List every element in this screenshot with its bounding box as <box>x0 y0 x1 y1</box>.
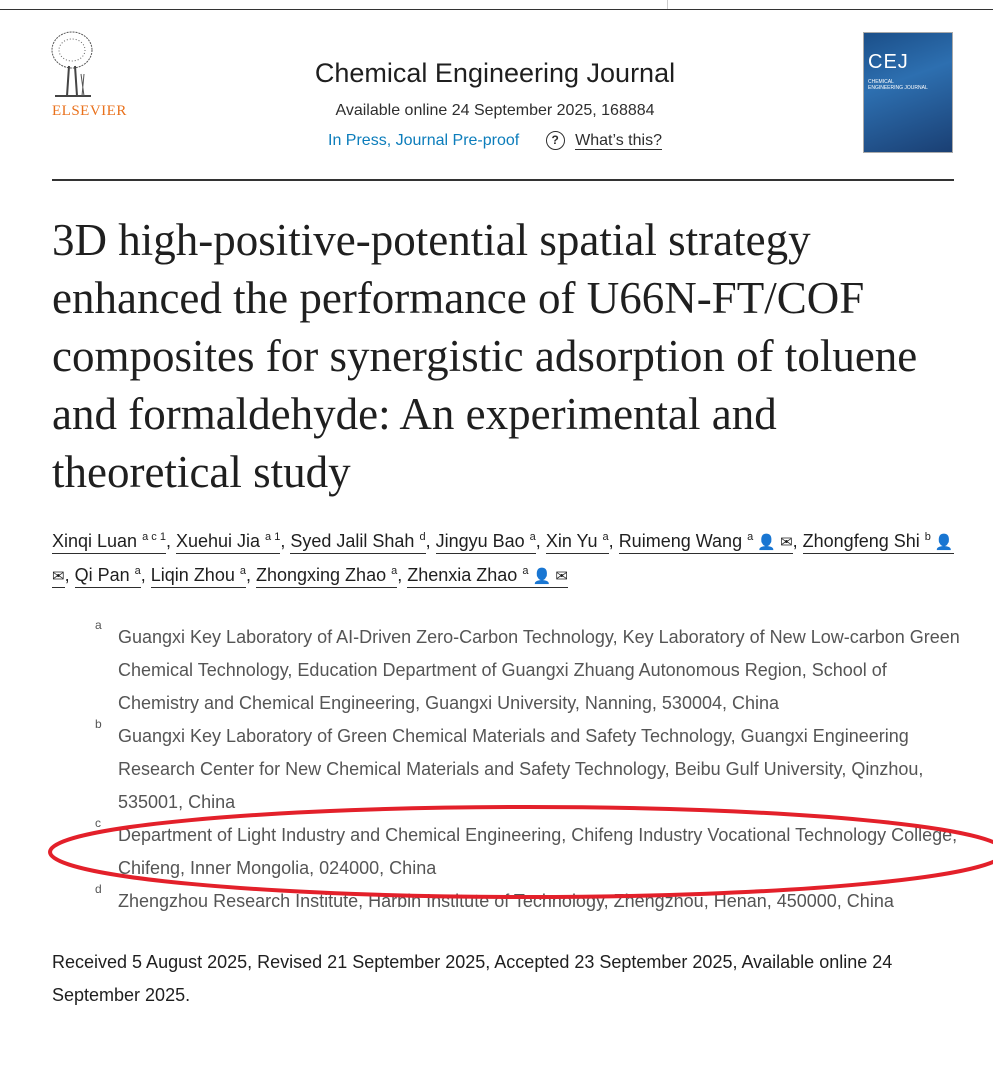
journal-availability: Available online 24 September 2025, 1688… <box>335 102 655 119</box>
article-title: 3D high-positive-potential spatial strat… <box>52 215 918 497</box>
author-name: Xuehui Jia <box>175 531 261 551</box>
author-affiliation-sup: a <box>529 531 536 543</box>
author-link[interactable]: Qi Pan a <box>74 565 141 588</box>
affiliation-label: a <box>95 618 102 632</box>
author-affiliation-sup: a <box>391 565 398 577</box>
author-affiliation-sup: a <box>134 565 141 577</box>
separator: , <box>608 531 619 551</box>
affiliation-d: d Zhengzhou Research Institute, Harbin In… <box>95 882 960 918</box>
author-affiliation-sup: d <box>419 531 426 543</box>
author-affiliation-sup: a c 1 <box>142 531 166 543</box>
author-name: Xin Yu <box>545 531 598 551</box>
separator: , <box>165 531 176 551</box>
affiliation-c: c Department of Light Industry and Chemic… <box>95 816 960 885</box>
affiliation-label: c <box>95 816 101 830</box>
author-list: Xinqi Luan a c 1, Xuehui Jia a 1, Syed J… <box>52 525 957 593</box>
separator: , <box>397 565 408 585</box>
affiliation-text: Zhengzhou Research Institute, Harbin Ins… <box>118 891 894 911</box>
cover-subtitle: CHEMICAL ENGINEERING JOURNAL <box>868 79 928 91</box>
author-link[interactable]: Zhongfeng Shi b 👤 ✉ <box>52 531 954 588</box>
author-name: Xinqi Luan <box>52 531 138 551</box>
author-name: Zhongxing Zhao <box>256 565 387 585</box>
question-circle-icon: ? <box>545 131 565 150</box>
author-name: Zhongfeng Shi <box>802 531 920 551</box>
affiliation-b: b Guangxi Key Laboratory of Green Chemica… <box>95 717 960 819</box>
separator: , <box>245 565 256 585</box>
top-divider <box>0 9 993 10</box>
author-link[interactable]: Zhenxia Zhao a 👤 ✉ <box>407 565 568 588</box>
author-link[interactable]: Liqin Zhou a <box>150 565 246 588</box>
whats-this-link[interactable]: What’s this? <box>575 132 662 150</box>
author-link[interactable]: Xuehui Jia a 1 <box>175 531 281 554</box>
author-name: Ruimeng Wang <box>618 531 743 551</box>
author-link[interactable]: Zhongxing Zhao a <box>256 565 398 588</box>
header-divider <box>52 179 954 181</box>
author-name: Zhenxia Zhao <box>407 565 518 585</box>
elsevier-tree-icon <box>51 31 93 97</box>
person-and-email-icon[interactable]: 👤 ✉ <box>52 534 954 585</box>
separator: , <box>535 531 546 551</box>
article-body: 3D high-positive-potential spatial strat… <box>52 0 960 1022</box>
in-press-link[interactable]: In Press, Journal Pre-proof <box>328 132 520 149</box>
journal-title[interactable]: Chemical Engineering Journal <box>314 58 676 88</box>
affiliation-text: Guangxi Key Laboratory of AI-Driven Zero… <box>118 627 960 713</box>
article-history: Received 5 August 2025, Revised 21 Septe… <box>52 952 893 1005</box>
affiliation-text: Department of Light Industry and Chemica… <box>118 825 958 878</box>
separator: , <box>425 531 436 551</box>
journal-cover-image[interactable]: CEJ CHEMICAL ENGINEERING JOURNAL <box>863 32 953 153</box>
top-vertical-divider <box>667 0 668 9</box>
author-link[interactable]: Jingyu Bao a <box>435 531 536 554</box>
author-name: Jingyu Bao <box>435 531 525 551</box>
separator: , <box>280 531 291 551</box>
author-name: Qi Pan <box>74 565 130 585</box>
separator: , <box>140 565 151 585</box>
affiliation-list: a Guangxi Key Laboratory of AI-Driven Zer… <box>95 618 960 918</box>
cover-title: CEJ <box>868 51 909 73</box>
author-affiliation-sup: a 1 <box>265 531 281 543</box>
affiliation-label: b <box>95 717 102 731</box>
author-name: Syed Jalil Shah <box>290 531 415 551</box>
person-and-email-icon[interactable]: 👤 ✉ <box>532 568 568 585</box>
author-affiliation-sup: a <box>239 565 246 577</box>
separator: , <box>792 531 803 551</box>
affiliation-text: Guangxi Key Laboratory of Green Chemical… <box>118 726 924 812</box>
author-name: Liqin Zhou <box>150 565 235 585</box>
author-link[interactable]: Ruimeng Wang a 👤 ✉ <box>618 531 793 554</box>
author-affiliation-sup: a <box>602 531 609 543</box>
affiliation-a: a Guangxi Key Laboratory of AI-Driven Zer… <box>95 618 960 720</box>
journal-status: In Press, Journal Pre-proof ? What’s thi… <box>200 131 790 150</box>
author-affiliation-sup: b <box>924 531 931 543</box>
author-link[interactable]: Xin Yu a <box>545 531 609 554</box>
author-link[interactable]: Xinqi Luan a c 1 <box>52 531 166 554</box>
separator: , <box>64 565 75 585</box>
author-affiliation-sup: a <box>747 531 754 543</box>
person-and-email-icon[interactable]: 👤 ✉ <box>757 534 793 551</box>
author-link[interactable]: Syed Jalil Shah d <box>290 531 426 554</box>
affiliation-label: d <box>95 882 102 896</box>
author-affiliation-sup: a <box>522 565 529 577</box>
elsevier-logo[interactable]: ELSEVIER <box>51 30 132 120</box>
elsevier-wordmark: ELSEVIER <box>52 103 127 119</box>
